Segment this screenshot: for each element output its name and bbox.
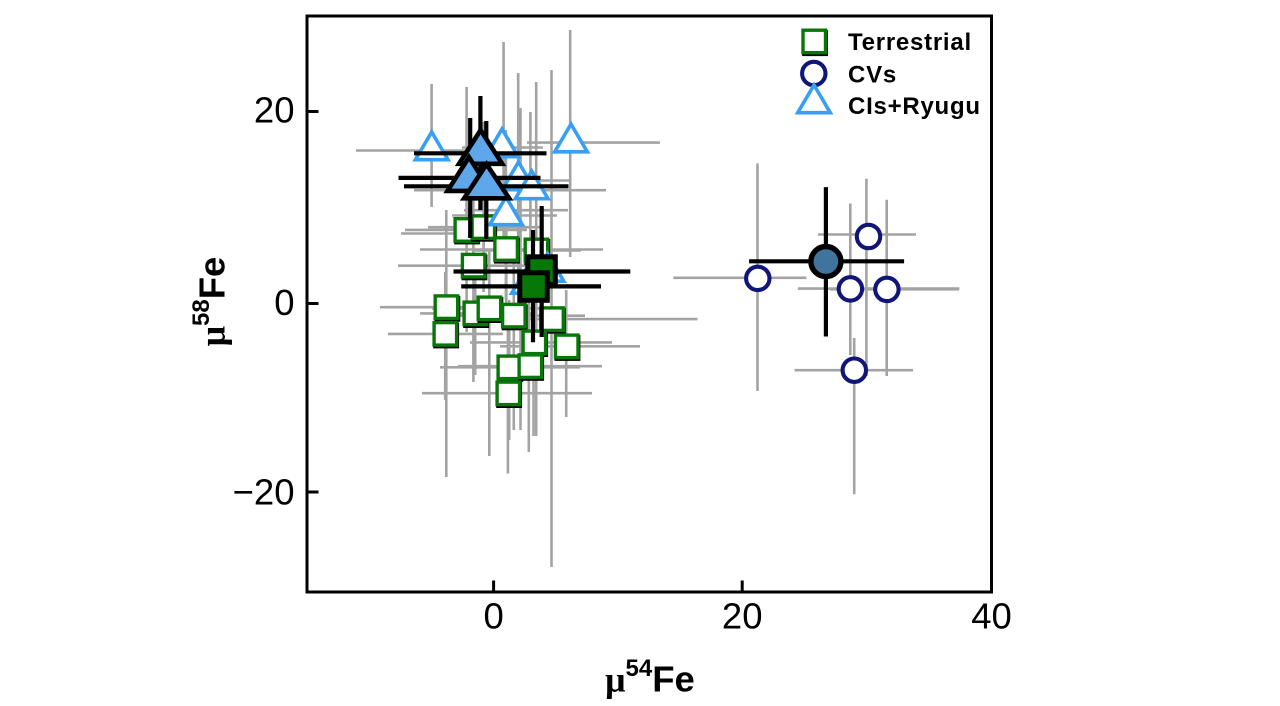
svg-text:0: 0 [483,596,503,637]
svg-text:0: 0 [274,282,294,323]
svg-text:CIs+Ryugu: CIs+Ryugu [848,93,981,120]
svg-text:40: 40 [971,596,1012,637]
svg-text:μ54Fe: μ54Fe [605,655,695,699]
svg-text:Terrestrial: Terrestrial [848,29,972,56]
svg-text:−20: −20 [233,471,295,512]
svg-text:20: 20 [254,90,295,131]
svg-text:CVs: CVs [848,61,897,88]
svg-text:20: 20 [722,596,763,637]
svg-text:μ58Fe: μ58Fe [188,257,232,347]
